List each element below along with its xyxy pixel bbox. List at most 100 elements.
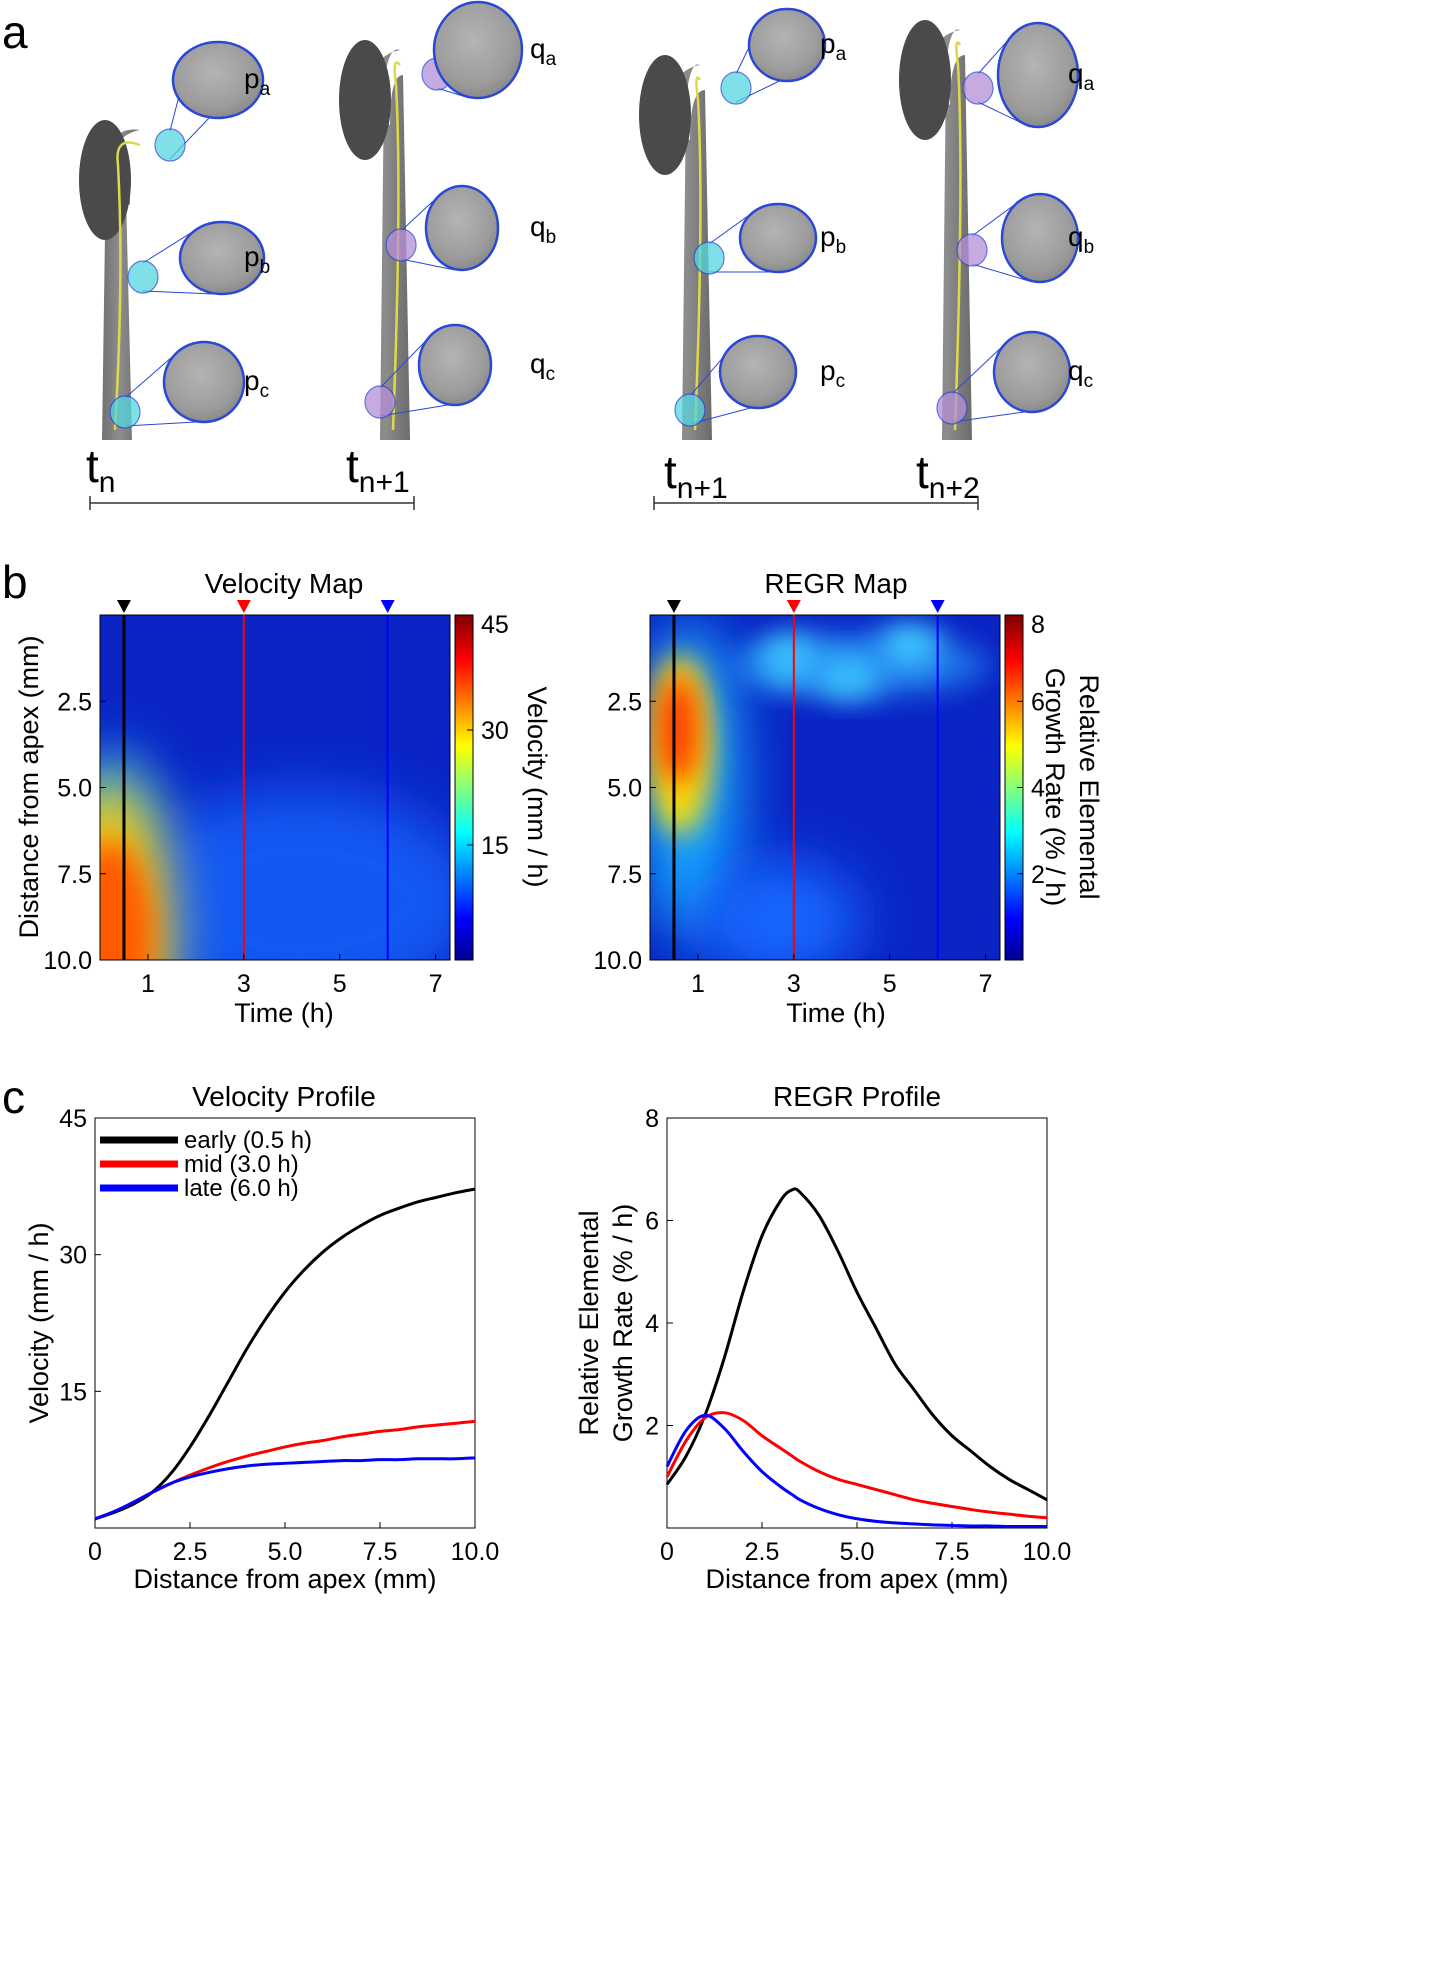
circle-label: pb (244, 241, 270, 278)
series-line-early (665, 1187, 1048, 1502)
regr-profile-ylabel: Relative Elemental Growth Rate (% / h) (574, 1204, 638, 1443)
x-tick-label: 10.0 (1023, 1538, 1072, 1566)
interval-bracket-1 (89, 496, 415, 510)
cotyledon (639, 55, 691, 175)
colorbar-tick-label: 45 (481, 611, 509, 639)
legend-label: early (0.5 h) (184, 1127, 312, 1154)
regr-map: REGR Map 1 3 5 7 2.5 5.0 7.5 10.0 Time (h) 2 4 6 8… (593, 568, 1104, 1028)
regr-map-title: REGR Map (764, 568, 907, 599)
tracked-point-2: qc (364, 323, 555, 419)
circle-label: pb (820, 221, 846, 258)
regr-colorbar-label: Relative ElementalGrowth Rate (% / h) (1040, 668, 1104, 907)
y-tick-label: 4 (645, 1310, 659, 1338)
marker-circle (956, 233, 988, 267)
x-tick-label: 1 (141, 970, 155, 998)
x-tick-label: 7.5 (935, 1538, 970, 1566)
velocity-map-title: Velocity Map (205, 568, 364, 599)
circle-label: qa (1068, 58, 1095, 95)
magnified-circle (1000, 192, 1080, 284)
y-tick-label: 5.0 (57, 775, 92, 803)
cotyledon (339, 40, 391, 160)
y-tick-label: 30 (59, 1242, 87, 1270)
velocity-map-time-markers (116, 600, 395, 960)
y-tick-label: 2 (645, 1413, 659, 1441)
circle-label: qa (530, 33, 557, 70)
x-tick-label: 5.0 (268, 1538, 303, 1566)
marker-circle (364, 385, 396, 419)
marker-circle (936, 391, 968, 425)
cotyledon (79, 120, 131, 240)
velocity-profile-xlabel: Distance from apex (mm) (133, 1564, 436, 1594)
y-tick-label: 10.0 (593, 947, 642, 975)
tracked-point-1: pb (693, 202, 846, 275)
magnified-circle (738, 202, 818, 274)
circle-label: pa (820, 28, 847, 65)
circle-label: pa (244, 63, 271, 100)
tracked-point-2: pc (674, 334, 845, 427)
magnified-circle (718, 334, 798, 410)
y-tick-label: 8 (645, 1105, 659, 1133)
magnified-circle (432, 0, 524, 100)
panel-c: c Velocity Profile 0 2.5 5.0 7.5 10.0 15 30 45 … (2, 1071, 1071, 1594)
tracked-point-0: pa (720, 7, 847, 105)
frame-2: pa pb pc (639, 7, 847, 440)
x-tick-label: 2.5 (745, 1538, 780, 1566)
seedling-frames: pa pb pc qa qb qc pa pb pc qa qb qc (79, 0, 1095, 440)
time-marker-arrow-early (116, 600, 131, 613)
marker-circle (720, 71, 752, 105)
marker-circle (385, 228, 417, 262)
regr-colorbar-ticks: 2 4 6 8 (1017, 611, 1045, 889)
tracked-point-0: pa (154, 40, 271, 162)
time-marker-arrow-mid (786, 600, 801, 613)
magnified-circle (417, 323, 493, 407)
regr-map-axes: 1 3 5 7 2.5 5.0 7.5 10.0 (593, 688, 992, 998)
legend-label: late (6.0 h) (184, 1175, 299, 1202)
x-tick-label: 5 (883, 970, 897, 998)
x-tick-label: 5.0 (840, 1538, 875, 1566)
midline (391, 61, 401, 431)
velocity-profile-title: Velocity Profile (192, 1081, 376, 1112)
y-tick-label: 6 (645, 1208, 659, 1236)
regr-map-heat (650, 615, 1000, 960)
interval-bracket-2 (653, 496, 979, 510)
colorbar-tick-label: 6 (1031, 688, 1045, 716)
cotyledon (899, 20, 951, 140)
velocity-map-heat (100, 615, 450, 960)
x-tick-label: 2.5 (173, 1538, 208, 1566)
marker-circle (693, 241, 725, 275)
regr-profile-title: REGR Profile (773, 1081, 941, 1112)
magnified-circle (424, 184, 500, 272)
circle-label: qc (530, 348, 555, 385)
colorbar-tick-label: 4 (1031, 775, 1045, 803)
time-label-1: tn+1 (346, 440, 410, 499)
series-line-mid (665, 1411, 1048, 1520)
marker-circle (127, 260, 159, 294)
marker-circle (674, 393, 706, 427)
time-marker-arrow-mid (236, 600, 251, 613)
series-line-late (665, 1413, 1048, 1528)
time-label-2: tn+1 (664, 446, 728, 505)
marker-circle (962, 71, 994, 105)
midline (693, 76, 702, 431)
colorbar-tick-label: 15 (481, 832, 509, 860)
tracked-point-1: qb (385, 184, 556, 272)
colorbar-tick-label: 30 (481, 717, 509, 745)
legend-label: mid (3.0 h) (184, 1151, 299, 1178)
x-tick-label: 10.0 (451, 1538, 500, 1566)
time-marker-arrow-late (380, 600, 395, 613)
regr-map-time-markers (666, 600, 945, 960)
magnified-circle (747, 7, 827, 83)
midline (113, 141, 141, 431)
x-tick-label: 3 (237, 970, 251, 998)
magnified-circle (992, 330, 1072, 414)
tracked-point-1: pb (127, 220, 270, 296)
magnified-circle (171, 40, 265, 120)
frame-0: pa pb pc (79, 40, 271, 440)
x-tick-label: 1 (691, 970, 705, 998)
velocity-profile: Velocity Profile 0 2.5 5.0 7.5 10.0 15 30 45 ea… (24, 1081, 499, 1594)
y-tick-label: 2.5 (57, 688, 92, 716)
panel-b: b Velocity Map 1 3 5 7 2.5 5.0 7.5 10.0 Time (h… (2, 556, 1104, 1028)
x-tick-label: 0 (660, 1538, 674, 1566)
velocity-profile-axes: 0 2.5 5.0 7.5 10.0 15 30 45 (59, 1105, 499, 1566)
y-tick-label: 7.5 (607, 861, 642, 889)
